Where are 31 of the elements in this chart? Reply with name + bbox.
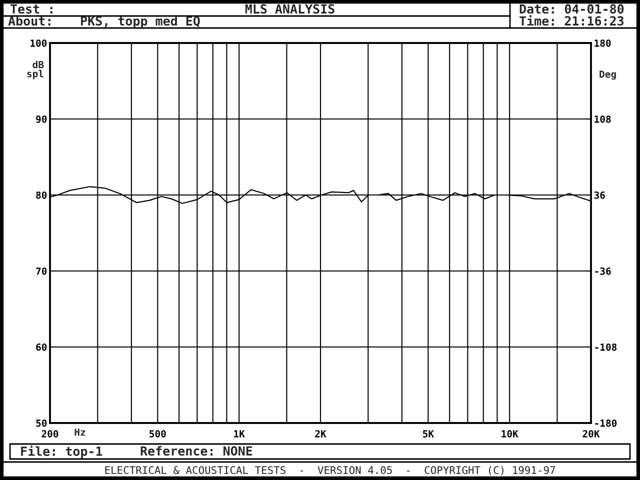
y2-tick-label: 36: [594, 191, 605, 199]
x-tick-label: 200: [42, 430, 58, 438]
text: About:: [8, 16, 50, 26]
x-tick-label: 20K: [582, 430, 600, 438]
text: Reference: NONE: [140, 446, 252, 456]
y2-tick-label: -36: [595, 267, 611, 275]
x-tick-label: 500: [150, 430, 166, 438]
y-tick-label: 90: [36, 115, 47, 123]
text: File: top-1: [21, 446, 102, 458]
chart-title: MLS ANALYSIS: [245, 4, 334, 14]
x-tick-label: 10K: [502, 430, 518, 438]
y-tick-label: 50: [36, 419, 47, 427]
y-tick-label: 100: [30, 39, 47, 47]
y2-tick-label: 180: [594, 39, 611, 47]
text: Time: 21:16:23: [520, 15, 624, 26]
y2-axis-title: Deg: [600, 70, 616, 80]
x-axis-title: Hz: [74, 428, 86, 436]
text: Test :: [10, 4, 52, 14]
y2-tick-label: -108: [595, 343, 617, 351]
x-tick-label: 2K: [315, 430, 326, 438]
y2-tick-label: -180: [595, 419, 617, 427]
text: ELECTRICAL & ACOUSTICAL TESTS - VERSION 4.05 - COPYRIGHT (C) 1991-97: [105, 466, 555, 476]
y-axis-title: dB spl: [27, 60, 44, 80]
x-tick-label: 5K: [422, 430, 434, 438]
x-tick-label: 1K: [234, 430, 245, 438]
text: Date: 04-01-80: [520, 4, 624, 14]
y-tick-label: 80: [36, 191, 47, 199]
y-tick-label: 60: [36, 343, 47, 351]
y2-tick-label: 108: [594, 115, 611, 123]
text: PKS, topp med EQ: [80, 16, 200, 28]
y-tick-label: 70: [36, 267, 47, 275]
